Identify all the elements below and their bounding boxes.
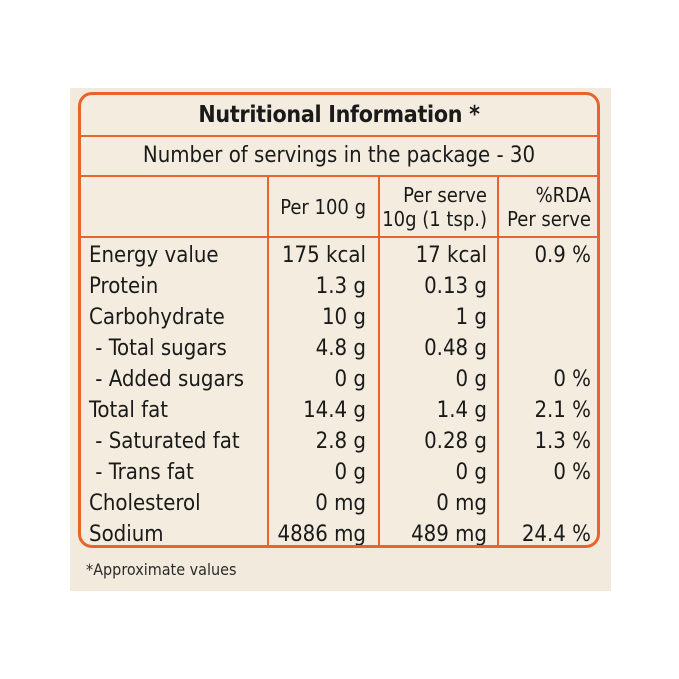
value-per-100g: 1.3 g: [315, 274, 366, 299]
value-per-100g: 0 mg: [315, 491, 366, 516]
value-per-100g: 0 g: [334, 460, 366, 485]
nutrient-rows: Energy value 175 kcal 17 kcal 0.9 % Protein 1…: [81, 240, 597, 547]
header-per-serve-line2: 10g (1 tsp.): [382, 206, 487, 231]
nutrient-name: - Total sugars: [89, 336, 227, 361]
nutrient-name: Sodium: [89, 522, 164, 547]
nutrient-name: Total fat: [89, 398, 168, 423]
value-per-serve: 0 g: [455, 460, 487, 485]
table-row: Protein 1.3 g 0.13 g: [81, 271, 597, 302]
nutrient-name: - Saturated fat: [89, 429, 240, 454]
value-per-serve: 1.4 g: [436, 398, 487, 423]
value-per-100g: 4886 mg: [277, 522, 367, 547]
nutrient-name: - Trans fat: [89, 460, 194, 485]
value-per-100g: 175 kcal: [281, 243, 366, 268]
value-per-serve: 489 mg: [411, 522, 487, 547]
table-row: Cholesterol 0 mg 0 mg: [81, 488, 597, 519]
value-per-100g: 14.4 g: [303, 398, 366, 423]
header-per-serve: Per serve 10g (1 tsp.): [382, 177, 487, 236]
table-row: - Added sugars 0 g 0 g 0 %: [81, 364, 597, 395]
value-per-100g: 2.8 g: [315, 429, 366, 454]
table-row: Energy value 175 kcal 17 kcal 0.9 %: [81, 240, 597, 271]
header-per-serve-line1: Per serve: [403, 182, 487, 207]
value-per-serve: 0.28 g: [424, 429, 487, 454]
table-row: - Trans fat 0 g 0 g 0 %: [81, 457, 597, 488]
table-row: - Total sugars 4.8 g 0.48 g: [81, 333, 597, 364]
value-per-serve: 0.13 g: [424, 274, 487, 299]
value-per-serve: 1 g: [455, 305, 487, 330]
value-rda: 0 %: [553, 367, 591, 392]
value-per-serve: 17 kcal: [415, 243, 487, 268]
header-rda-line2: Per serve: [507, 206, 591, 231]
servings-row: Number of servings in the package - 30: [81, 135, 597, 177]
value-per-100g: 4.8 g: [315, 336, 366, 361]
value-rda: 0 %: [553, 460, 591, 485]
value-per-serve: 0 mg: [436, 491, 487, 516]
nutrient-name: Carbohydrate: [89, 305, 225, 330]
header-divider: [81, 236, 597, 238]
column-divider-1: [267, 175, 269, 545]
value-per-serve: 0 g: [455, 367, 487, 392]
table-row: Total fat 14.4 g 1.4 g 2.1 %: [81, 395, 597, 426]
value-per-100g: 10 g: [321, 305, 366, 330]
value-per-100g: 0 g: [334, 367, 366, 392]
table-row: Sodium 4886 mg 489 mg 24.4 %: [81, 519, 597, 547]
table-row: Carbohydrate 10 g 1 g: [81, 302, 597, 333]
value-per-serve: 0.48 g: [424, 336, 487, 361]
value-rda: 1.3 %: [534, 429, 591, 454]
nutrient-name: Cholesterol: [89, 491, 201, 516]
nutrient-name: Energy value: [89, 243, 219, 268]
nutrient-name: Protein: [89, 274, 159, 299]
header-rda: %RDA Per serve: [507, 177, 591, 236]
table-title: Nutritional Information *: [81, 95, 597, 137]
column-divider-3: [497, 175, 499, 545]
nutrient-name: - Added sugars: [89, 367, 245, 392]
table-row: - Saturated fat 2.8 g 0.28 g 1.3 %: [81, 426, 597, 457]
header-per-100g: Per 100 g: [280, 177, 366, 236]
nutrition-table: Nutritional Information * Number of serv…: [78, 92, 600, 548]
header-rda-line1: %RDA: [535, 182, 591, 207]
value-rda: 24.4 %: [521, 522, 591, 547]
footnote: *Approximate values: [86, 560, 237, 579]
value-rda: 2.1 %: [534, 398, 591, 423]
header-per-100g-label: Per 100 g: [280, 194, 366, 219]
column-divider-2: [378, 175, 380, 545]
value-rda: 0.9 %: [534, 243, 591, 268]
